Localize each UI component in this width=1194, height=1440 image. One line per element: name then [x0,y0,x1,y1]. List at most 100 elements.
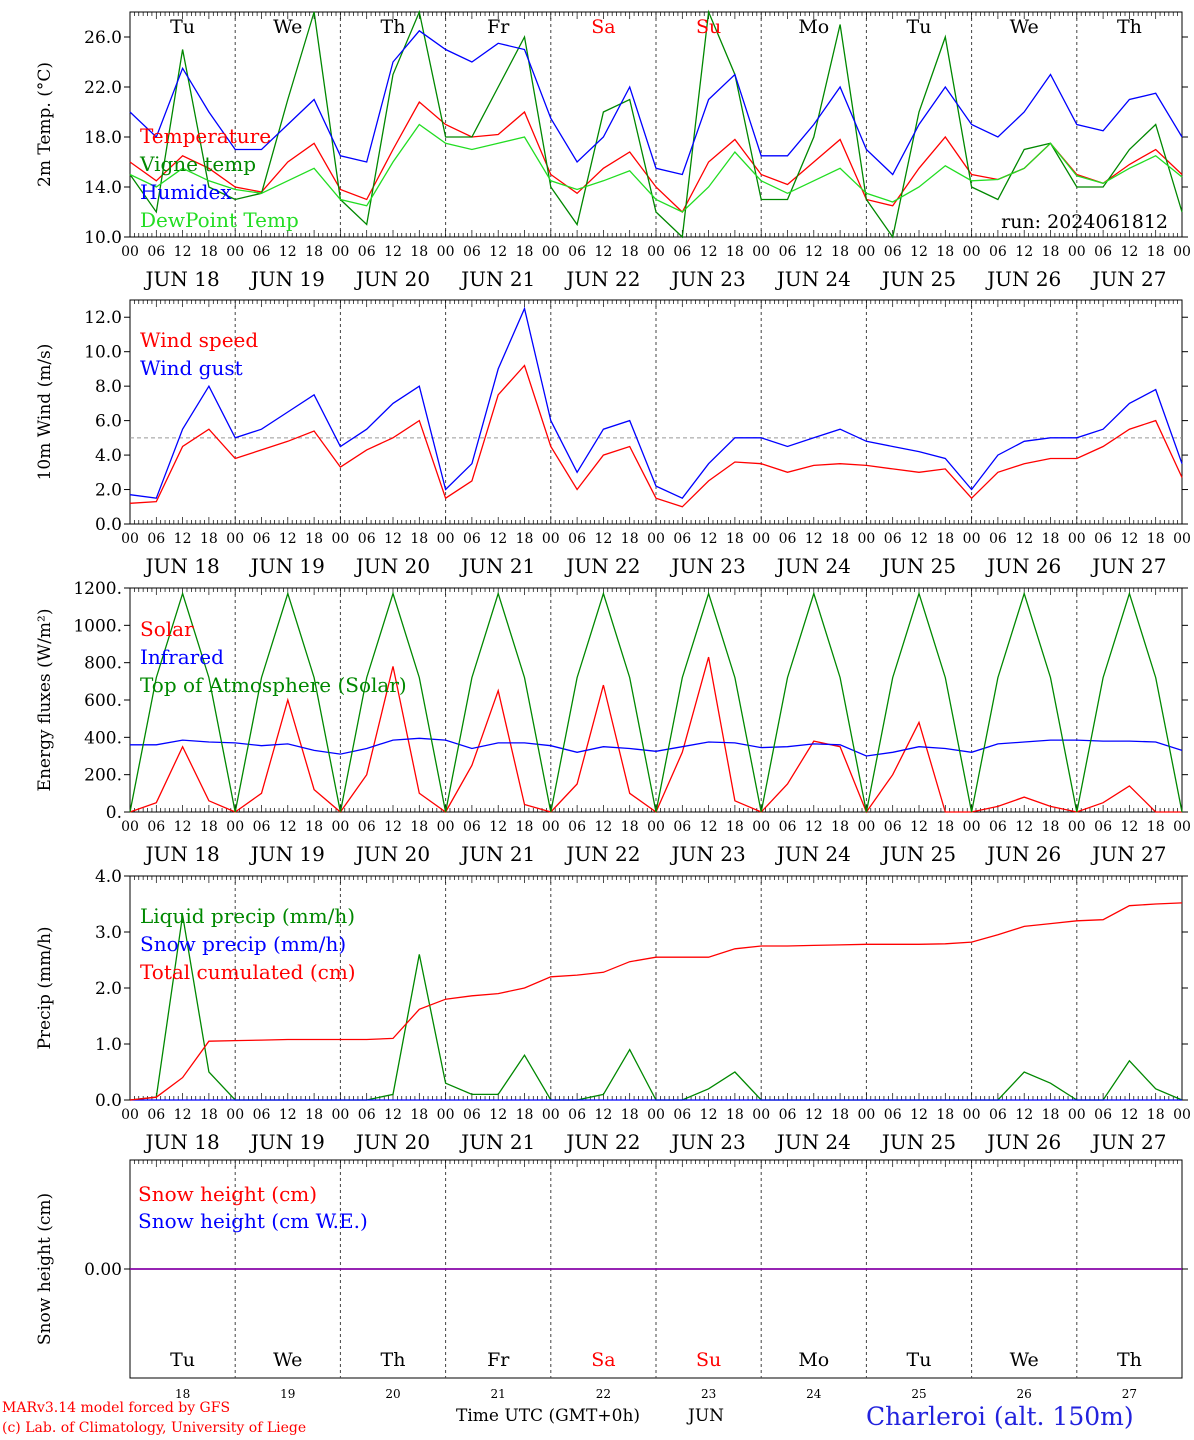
hour-label: 06 [1094,531,1112,547]
hour-label: 00 [647,1107,665,1123]
hour-label: 00 [1068,531,1086,547]
hour-label: 00 [226,244,244,260]
hour-label: 06 [779,244,797,260]
date-label: JUN 20 [354,267,430,291]
hour-label: 00 [1173,1107,1191,1123]
weekday-label: We [1010,16,1039,38]
hour-label: 00 [331,244,349,260]
day-number: 26 [1017,1387,1032,1401]
day-number: 23 [701,1387,716,1401]
hour-label: 00 [542,1107,560,1123]
hour-label: 06 [779,819,797,835]
hour-label: 18 [831,531,849,547]
weekday-label: Sa [591,16,615,38]
y-axis-label: Precip (mm/h) [35,926,55,1049]
y-tick-label: 26.0 [84,28,122,48]
legend-entry: Liquid precip (mm/h) [140,904,355,928]
hour-label: 12 [1120,819,1138,835]
y-tick-label: 6.0 [95,412,122,432]
hour-label: 18 [621,531,639,547]
hour-label: 00 [331,531,349,547]
weekday-label: Th [1117,16,1142,38]
y-tick-label: 0.00 [84,1260,122,1280]
hour-label: 00 [226,819,244,835]
y-tick-label: 0. [106,803,122,823]
hour-label: 12 [700,1107,718,1123]
hour-label: 18 [305,1107,323,1123]
hour-label: 12 [279,1107,297,1123]
y-tick-label: 8.0 [95,377,122,397]
y-tick-label: 12.0 [84,308,122,328]
hour-label: 06 [673,819,691,835]
hour-label: 06 [147,244,165,260]
date-label: JUN 21 [459,267,535,291]
day-number: 25 [911,1387,926,1401]
hour-label: 18 [831,819,849,835]
hour-label: 12 [805,819,823,835]
weekday-label: We [1010,1349,1039,1371]
hour-label: 18 [726,1107,744,1123]
date-label: JUN 27 [1090,842,1166,866]
hour-label: 00 [752,531,770,547]
legend-entry: DewPoint Temp [140,208,299,232]
hour-label: 06 [358,531,376,547]
hour-label: 12 [1120,244,1138,260]
hour-label: 06 [253,244,271,260]
hour-label: 12 [700,819,718,835]
hour-label: 06 [147,531,165,547]
y-tick-label: 10.0 [84,343,122,363]
weekday-label: We [273,1349,302,1371]
hour-label: 06 [779,1107,797,1123]
legend-entry: Total cumulated (cm) [140,960,356,984]
hour-label: 12 [700,244,718,260]
date-label: JUN 19 [249,267,325,291]
hour-label: 18 [516,244,534,260]
hour-label: 00 [857,531,875,547]
weekday-label: Mo [798,1349,829,1371]
hour-label: 12 [174,819,192,835]
date-label: JUN 24 [775,267,851,291]
hour-label: 12 [1015,1107,1033,1123]
hour-label: 06 [253,819,271,835]
date-label: JUN 26 [985,1130,1061,1154]
y-tick-label: 14.0 [84,178,122,198]
hour-label: 18 [1042,819,1060,835]
weekday-label: Th [1117,1349,1142,1371]
date-label: JUN 23 [670,842,746,866]
hour-label: 00 [1173,531,1191,547]
weekday-label: Tu [907,1349,932,1371]
date-label: JUN 26 [985,267,1061,291]
hour-label: 00 [1173,244,1191,260]
date-label: JUN 18 [144,267,220,291]
y-tick-label: 1000. [73,616,122,636]
day-number: 24 [806,1387,822,1401]
y-axis-label: Snow height (cm) [35,1193,55,1345]
hour-label: 12 [489,531,507,547]
y-tick-label: 0.0 [95,515,122,535]
hour-label: 00 [647,819,665,835]
hour-label: 06 [463,1107,481,1123]
legend-entry: Vigne temp [139,152,256,176]
hour-label: 18 [936,244,954,260]
y-tick-label: 1200. [73,579,122,599]
hour-label: 06 [1094,244,1112,260]
hour-label: 12 [174,531,192,547]
hour-label: 18 [621,1107,639,1123]
series-line [129,9,1183,239]
hour-label: 00 [542,531,560,547]
y-tick-label: 800. [84,654,122,674]
hour-label: 06 [463,819,481,835]
hour-label: 18 [1042,244,1060,260]
hour-label: 06 [358,819,376,835]
hour-label: 18 [621,819,639,835]
hour-label: 06 [147,819,165,835]
date-label: JUN 18 [144,1130,220,1154]
hour-label: 18 [200,1107,218,1123]
legend-entry: Snow precip (mm/h) [140,932,346,956]
hour-label: 00 [1068,1107,1086,1123]
weekday-label: We [273,16,302,38]
hour-label: 12 [910,244,928,260]
hour-label: 12 [594,531,612,547]
date-label: JUN 23 [670,554,746,578]
